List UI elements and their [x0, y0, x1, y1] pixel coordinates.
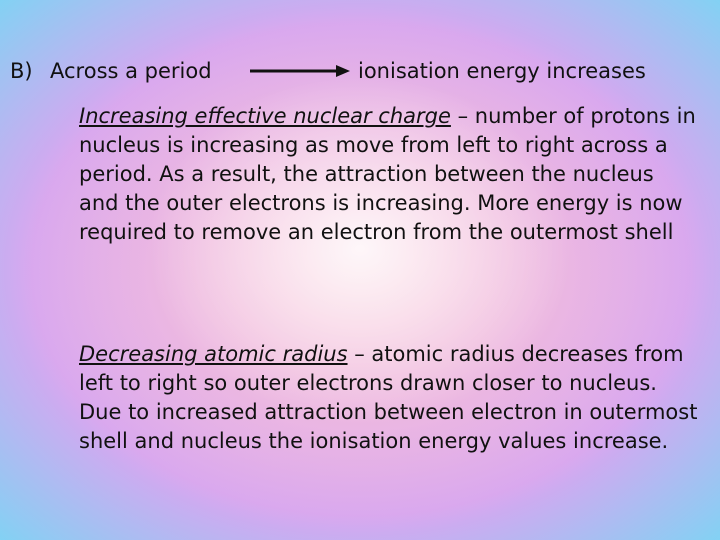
effective-charge-term: Increasing effective nuclear charge	[79, 104, 451, 128]
across-period-label: Across a period	[50, 59, 212, 83]
effective-charge-separator: –	[450, 104, 475, 128]
atomic-radius-term: Decreasing atomic radius	[79, 342, 348, 366]
right-arrow-icon	[250, 65, 350, 77]
atomic-radius-separator: –	[347, 342, 372, 366]
atomic-radius-body: atomic radius decreases from left to rig…	[79, 342, 698, 453]
ionisation-energy-label: ionisation energy increases	[358, 59, 646, 83]
header-row: B) Across a period ionisation energy inc…	[10, 56, 710, 90]
effective-charge-paragraph: Increasing effective nuclear charge – nu…	[79, 102, 699, 247]
section-marker: B)	[10, 59, 33, 83]
atomic-radius-paragraph: Decreasing atomic radius – atomic radius…	[79, 340, 699, 456]
effective-charge-body: number of protons in nucleus is increasi…	[79, 104, 696, 244]
